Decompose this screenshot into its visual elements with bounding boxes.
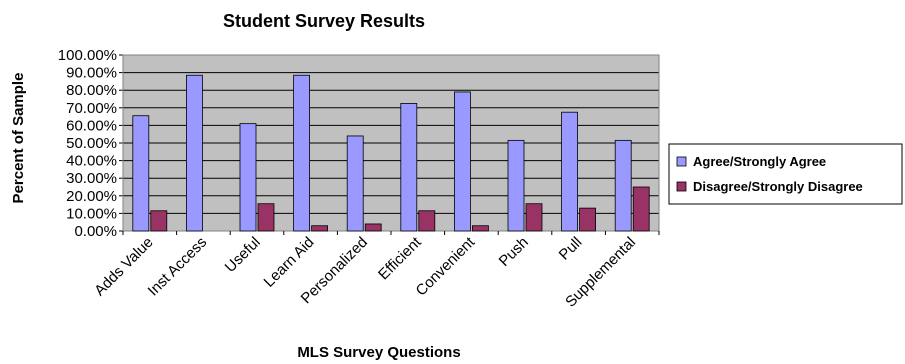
bar-agree	[293, 74, 311, 232]
y-tick-label: 10.00%	[66, 205, 117, 222]
x-category-label: Efficient	[375, 233, 425, 283]
bar-disagree	[632, 186, 650, 232]
y-tick-label: 60.00%	[66, 117, 117, 134]
x-category-label: Push	[496, 234, 532, 270]
y-tick-label: 70.00%	[66, 100, 117, 117]
x-category-label: Pull	[556, 234, 586, 264]
y-tick-label: 0.00%	[74, 223, 117, 240]
plot-area	[119, 54, 660, 235]
bar-disagree	[525, 203, 543, 232]
y-tick-label: 40.00%	[66, 153, 117, 170]
x-category-label: Useful	[222, 234, 264, 276]
legend-label-agree: Agree/Strongly Agree	[693, 154, 826, 169]
bar-agree	[614, 139, 632, 232]
bar-agree	[507, 139, 525, 232]
y-tick-label: 30.00%	[66, 170, 117, 187]
bar-agree	[346, 135, 364, 232]
legend-swatch-disagree	[676, 181, 687, 192]
x-category-label: Learn Aid	[261, 234, 318, 291]
legend-swatch-agree	[676, 156, 687, 167]
bar-disagree	[579, 207, 596, 232]
y-tick-label: 80.00%	[66, 82, 117, 99]
y-tick-label: 50.00%	[66, 135, 117, 152]
bar-agree	[239, 123, 257, 232]
bar-agree	[185, 74, 203, 232]
bar-agree	[561, 111, 578, 232]
bar-disagree	[150, 210, 168, 232]
y-tick-label: 100.00%	[58, 47, 117, 64]
bar-agree	[132, 115, 150, 232]
legend-box	[668, 143, 903, 205]
y-axis-ticks: 0.00%10.00%20.00%30.00%40.00%50.00%60.00…	[58, 47, 117, 240]
y-tick-label: 90.00%	[66, 65, 117, 82]
bar-disagree	[364, 223, 382, 232]
y-axis-title: Percent of Sample	[10, 73, 27, 204]
x-category-label: Convenient	[413, 233, 479, 299]
bar-agree	[400, 103, 418, 232]
bar-disagree	[311, 225, 329, 232]
y-tick-label: 20.00%	[66, 188, 117, 205]
x-axis-title: MLS Survey Questions	[297, 344, 460, 361]
bar-disagree	[257, 203, 275, 232]
legend-label-disagree: Disagree/Strongly Disagree	[693, 179, 863, 194]
bar-disagree	[418, 210, 436, 232]
bar-disagree	[471, 225, 489, 232]
chart-title: Student Survey Results	[223, 11, 425, 31]
bar-agree	[453, 91, 471, 232]
legend: Agree/Strongly Agree Disagree/Strongly D…	[668, 143, 903, 205]
